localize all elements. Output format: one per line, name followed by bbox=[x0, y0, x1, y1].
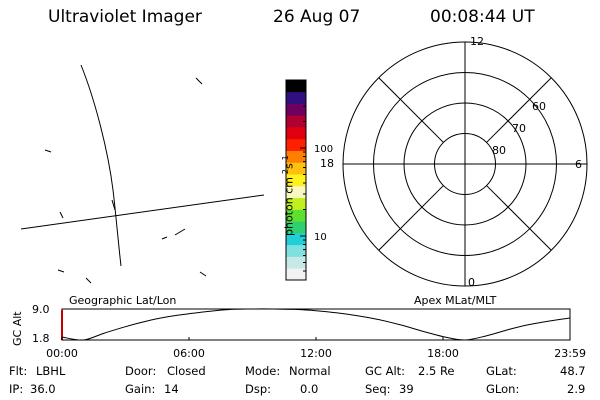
x-tick-label: 18:00 bbox=[427, 347, 459, 360]
y-axis-title: GC Alt bbox=[11, 311, 24, 346]
dsp-label: Dsp: bbox=[245, 382, 272, 396]
colorbar-segment bbox=[286, 127, 306, 140]
colorbar-segment bbox=[286, 91, 306, 104]
diagonal-meridian bbox=[378, 77, 444, 143]
flt-label: Flt: bbox=[9, 364, 28, 378]
gain-label: Gain: bbox=[125, 382, 156, 396]
flt-value: LBHL bbox=[36, 364, 66, 378]
seq-label: Seq: bbox=[365, 382, 391, 396]
mode-label: Mode: bbox=[245, 364, 281, 378]
diagonal-meridian bbox=[378, 185, 444, 251]
mlt-label: 6 bbox=[575, 158, 582, 171]
x-tick-label: 00:00 bbox=[46, 347, 78, 360]
x-tick-label: 23:59 bbox=[554, 347, 586, 360]
seq-value: 39 bbox=[399, 382, 414, 396]
coast-segment bbox=[161, 236, 168, 240]
coast-segment bbox=[111, 199, 116, 211]
colorbar-segment bbox=[286, 197, 306, 210]
diagonal-meridian bbox=[486, 185, 552, 251]
coast-segment bbox=[57, 269, 65, 273]
coast-segment bbox=[174, 228, 186, 236]
glon-value: 2.9 bbox=[567, 382, 586, 396]
time-label: 00:08:44 UT bbox=[430, 7, 535, 27]
colorbar-segment bbox=[286, 268, 306, 281]
ip-label: IP: bbox=[9, 382, 24, 396]
geographic-label: Geographic Lat/Lon bbox=[69, 294, 177, 307]
coast-segment bbox=[44, 149, 52, 153]
colorbar-segment bbox=[286, 115, 306, 128]
x-tick-label: 06:00 bbox=[173, 347, 205, 360]
colorbar-segment bbox=[286, 209, 306, 222]
instrument-title: Ultraviolet Imager bbox=[48, 7, 202, 27]
colorbar-segment bbox=[286, 103, 306, 116]
coast-segment bbox=[199, 271, 207, 277]
dsp-value: 0.0 bbox=[300, 382, 319, 396]
glon-label: GLon: bbox=[486, 382, 520, 396]
longitude-line bbox=[80, 64, 122, 267]
mlt-label: 18 bbox=[320, 157, 334, 170]
latitude-label: 80 bbox=[492, 144, 506, 157]
gain-value: 14 bbox=[164, 382, 179, 396]
altitude-series-line bbox=[61, 308, 571, 341]
colorbar-tick-label: 10 bbox=[314, 232, 327, 243]
door-value: Closed bbox=[167, 364, 206, 378]
colorbar-segment bbox=[286, 150, 306, 163]
latitude-label: 70 bbox=[512, 122, 526, 135]
colorbar-segment bbox=[286, 256, 306, 269]
mode-value: Normal bbox=[289, 364, 331, 378]
colorbar-segment bbox=[286, 80, 306, 93]
colorbar-frame bbox=[285, 79, 307, 281]
mlt-label: 0 bbox=[468, 276, 475, 289]
orbit-frame bbox=[61, 308, 571, 341]
gcalt-value: 2.5 Re bbox=[418, 364, 455, 378]
coast-segment bbox=[85, 277, 92, 284]
y-tick-label: 1.8 bbox=[32, 332, 50, 345]
colorbar-segment bbox=[286, 174, 306, 187]
colorbar-segment bbox=[286, 185, 306, 199]
colorbar-segment bbox=[286, 244, 306, 257]
coast-segment bbox=[59, 211, 64, 219]
y-tick-label: 9.0 bbox=[32, 303, 50, 316]
coast-segment bbox=[195, 77, 203, 85]
glat-label: GLat: bbox=[486, 364, 517, 378]
latitude-label: 60 bbox=[532, 100, 546, 113]
diagonal-meridian bbox=[486, 77, 552, 143]
glat-value: 48.7 bbox=[560, 364, 586, 378]
mlt-label: 12 bbox=[470, 35, 484, 48]
ip-value: 36.0 bbox=[30, 382, 56, 396]
colorbar-segment bbox=[286, 221, 306, 234]
latitude-line bbox=[20, 194, 265, 230]
colorbar-tick-label: 100 bbox=[314, 144, 333, 155]
x-tick-label: 12:00 bbox=[300, 347, 332, 360]
colorbar-segment bbox=[286, 162, 306, 175]
door-label: Door: bbox=[125, 364, 157, 378]
apex-label: Apex MLat/MLT bbox=[414, 294, 497, 307]
gcalt-label: GC Alt: bbox=[365, 364, 406, 378]
date-label: 26 Aug 07 bbox=[273, 7, 361, 27]
